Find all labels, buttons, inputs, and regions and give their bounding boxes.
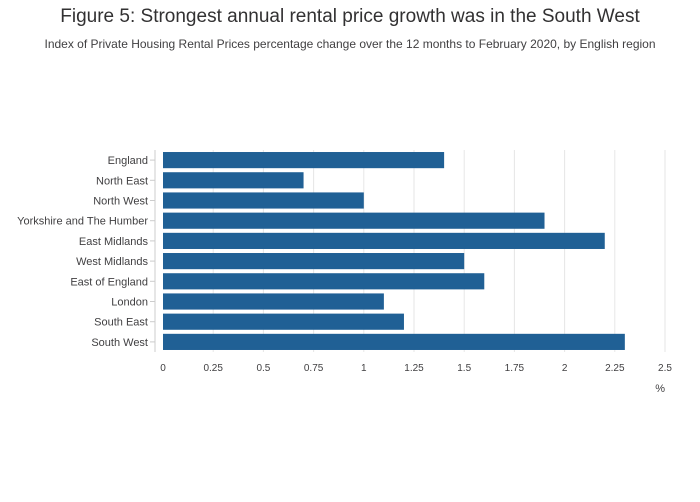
x-tick-label: 2 (562, 363, 568, 374)
x-tick-label: 0.75 (304, 363, 324, 374)
category-label: West Midlands (76, 256, 148, 268)
bar[interactable] (163, 293, 384, 310)
category-label: Yorkshire and The Humber (17, 216, 148, 228)
category-label: England (108, 155, 148, 167)
x-tick-label: 1.25 (404, 363, 424, 374)
x-tick-label: 0.5 (256, 363, 270, 374)
bar[interactable] (163, 212, 545, 229)
bar[interactable] (163, 192, 364, 209)
category-label: East Midlands (79, 236, 149, 248)
category-label: London (111, 297, 148, 309)
bar[interactable] (163, 152, 445, 169)
x-tick-label: 1.5 (457, 363, 471, 374)
chart-subtitle: Index of Private Housing Rental Prices p… (44, 37, 656, 51)
axes: 0 0.25 0.5 0.75 1 1.25 1.5 1.75 2 2.25 2.5 England N… (17, 150, 672, 374)
x-tick-label: 0.25 (203, 363, 223, 374)
bar[interactable] (163, 253, 465, 270)
bar[interactable] (163, 232, 605, 249)
category-label: East of England (70, 276, 148, 288)
chart-title: Figure 5: Strongest annual rental price … (60, 6, 640, 27)
x-tick-label: 0 (160, 363, 166, 374)
category-label: South West (91, 337, 148, 349)
x-tick-label: 2.5 (658, 363, 672, 374)
bar[interactable] (163, 273, 485, 290)
x-tick-label: 1.75 (505, 363, 525, 374)
category-label: South East (94, 317, 148, 329)
category-label: North West (93, 196, 148, 208)
bar[interactable] (163, 172, 304, 189)
x-tick-label: 2.25 (605, 363, 625, 374)
x-tick-label: 1 (361, 363, 367, 374)
bar[interactable] (163, 333, 625, 350)
category-label: North East (96, 175, 148, 187)
x-axis-unit-label: % (655, 383, 665, 395)
bar[interactable] (163, 313, 404, 330)
bars (163, 152, 625, 350)
